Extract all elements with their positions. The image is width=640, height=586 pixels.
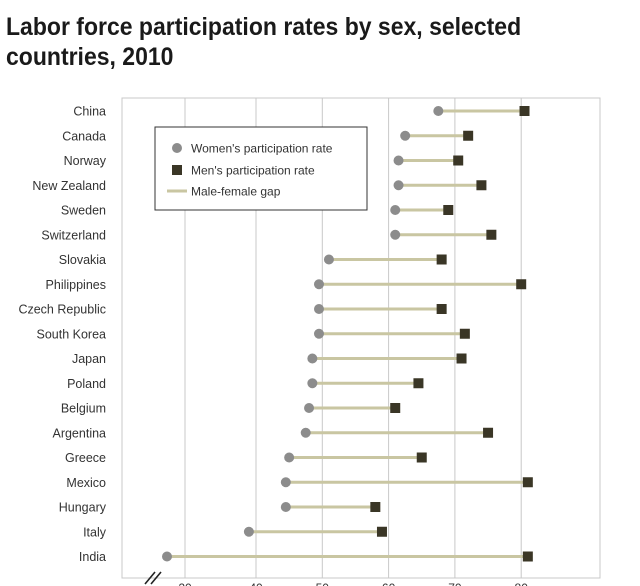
x-tick-label-70: 70 (448, 581, 462, 586)
men-point-sweden (443, 205, 454, 215)
women-point-norway (393, 155, 404, 166)
x-axis: 20 40 50 60 70 80 (144, 571, 529, 586)
women-point-india (162, 551, 172, 562)
country-label-belgium: Belgium (61, 402, 106, 416)
women-point-argentina (300, 427, 311, 438)
men-point-italy (376, 526, 387, 537)
women-point-japan (307, 353, 318, 364)
women-point-hungary (280, 502, 291, 512)
country-label-mexico: Mexico (66, 476, 106, 490)
legend-box (154, 126, 368, 211)
x-tick-label-80: 80 (515, 581, 529, 586)
men-point-mexico (522, 477, 533, 488)
men-point-poland (413, 378, 424, 389)
chart-title: Labor force participation rates by sex, … (6, 13, 522, 71)
men-point-norway (453, 155, 464, 166)
legend-women-label: Women's participation rate (191, 142, 333, 156)
men-point-slovakia (436, 254, 447, 265)
country-label-india: India (79, 550, 106, 564)
women-point-slovakia (323, 254, 334, 265)
country-label-norway: Norway (64, 154, 107, 168)
women-point-south-korea (313, 328, 324, 339)
country-label-argentina: Argentina (52, 426, 106, 440)
men-point-greece (416, 452, 427, 463)
country-label-china: China (73, 105, 106, 119)
legend-women-marker (172, 143, 182, 153)
men-point-new-zealand (476, 180, 487, 191)
women-point-sweden (390, 205, 401, 215)
country-labels: China Canada Norway New Zealand Sweden Switze… (18, 105, 106, 565)
country-label-japan: Japan (72, 352, 106, 366)
country-label-hungary: Hungary (59, 501, 107, 515)
men-point-czech-republic (436, 304, 447, 314)
x-tick-label-50: 50 (316, 581, 330, 586)
legend: Women's participation rate Men's particip… (154, 126, 368, 211)
men-point-philippines (516, 279, 527, 290)
country-label-canada: Canada (62, 129, 106, 143)
country-label-switzerland: Switzerland (41, 228, 106, 242)
men-point-china (519, 106, 530, 116)
country-label-sweden: Sweden (61, 204, 106, 218)
women-point-mexico (280, 477, 291, 488)
men-point-belgium (390, 403, 401, 413)
axis-break-mark-2 (150, 571, 162, 585)
women-point-new-zealand (393, 180, 404, 191)
women-point-czech-republic (313, 304, 324, 314)
women-point-china (433, 106, 444, 116)
x-tick-label-40: 40 (249, 581, 263, 586)
country-label-philippines: Philippines (46, 278, 106, 292)
country-label-new-zealand: New Zealand (32, 179, 106, 193)
country-label-greece: Greece (65, 451, 106, 465)
men-point-argentina (483, 427, 494, 438)
x-tick-label-20: 20 (178, 581, 192, 586)
legend-men-label: Men's participation rate (191, 164, 315, 178)
men-point-india (522, 551, 533, 562)
men-point-south-korea (459, 328, 470, 339)
country-label-italy: Italy (83, 525, 107, 539)
men-point-hungary (370, 502, 381, 512)
data-marks (162, 106, 533, 562)
country-label-poland: Poland (67, 377, 106, 391)
country-label-czech-republic: Czech Republic (18, 303, 106, 317)
women-point-switzerland (390, 229, 401, 240)
women-point-italy (243, 526, 254, 537)
country-label-slovakia: Slovakia (59, 253, 106, 267)
women-point-belgium (304, 403, 315, 413)
women-point-philippines (313, 279, 324, 290)
men-point-japan (456, 353, 467, 364)
country-label-south-korea: South Korea (37, 327, 107, 341)
x-tick-label-60: 60 (382, 581, 396, 586)
men-point-canada (463, 130, 474, 141)
women-point-canada (400, 130, 411, 141)
men-point-switzerland (486, 229, 497, 240)
legend-gap-label: Male-female gap (191, 185, 281, 199)
legend-men-marker (172, 165, 182, 175)
women-point-poland (307, 378, 318, 389)
women-point-greece (284, 452, 295, 463)
axis-break-mark-1 (144, 571, 156, 585)
plot-frame (121, 97, 601, 579)
